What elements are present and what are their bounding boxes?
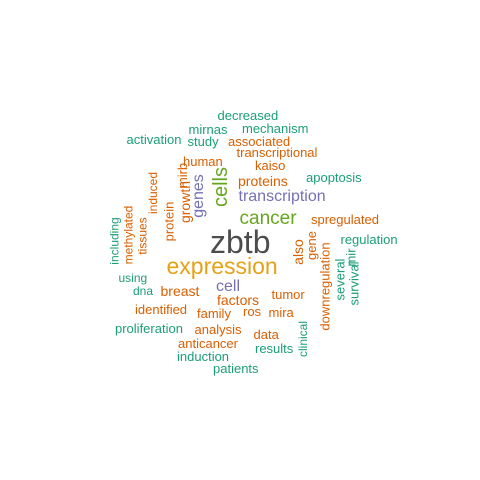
word-proliferation: proliferation bbox=[115, 320, 183, 336]
word-genes: genes bbox=[189, 174, 207, 218]
word-methylated: methylated bbox=[120, 205, 135, 265]
word-associated: associated bbox=[228, 133, 291, 149]
word-apoptosis: apoptosis bbox=[306, 169, 362, 185]
word-induced: induced bbox=[146, 171, 161, 215]
word-cancer: cancer bbox=[239, 207, 297, 229]
word-also: also bbox=[289, 239, 306, 265]
word-using: using bbox=[118, 271, 148, 285]
word-anticancer: anticancer bbox=[178, 335, 238, 351]
word-analysis: analysis bbox=[194, 321, 242, 337]
word-factors: factors bbox=[217, 292, 260, 308]
word-expression: expression bbox=[166, 252, 278, 279]
word-proteins: proteins bbox=[238, 173, 288, 189]
word-data: data bbox=[253, 326, 279, 342]
word-activation: activation bbox=[126, 131, 182, 147]
word-patients: patients bbox=[213, 360, 259, 376]
word-results: results bbox=[255, 340, 294, 356]
word-survival: survival bbox=[346, 260, 362, 306]
word-protein: protein bbox=[161, 201, 177, 241]
word-study: study bbox=[187, 133, 219, 149]
word-identified: identified bbox=[135, 301, 188, 317]
word-mira: mira bbox=[268, 304, 294, 320]
word-transcription: transcription bbox=[238, 188, 326, 205]
word-human: human bbox=[183, 153, 223, 169]
word-downregulation: downregulation bbox=[317, 241, 333, 331]
word-regulation: regulation bbox=[340, 231, 398, 247]
word-mir: mir bbox=[343, 247, 359, 267]
word-dna: dna bbox=[133, 284, 154, 298]
word-spregulated: spregulated bbox=[311, 211, 379, 227]
word-induction: induction bbox=[177, 348, 230, 364]
word-cell: cell bbox=[216, 278, 241, 295]
word-mirnas: mirnas bbox=[188, 121, 228, 137]
word-tissues: tissues bbox=[135, 217, 150, 255]
word-decreased: decreased bbox=[217, 107, 279, 123]
word-family: family bbox=[197, 305, 231, 321]
word-mechanism: mechanism bbox=[242, 120, 309, 136]
word-clinical: clinical bbox=[296, 320, 311, 358]
word-zbtb: zbtb bbox=[210, 224, 271, 260]
word-kaiso: kaiso bbox=[255, 157, 286, 173]
word-transcriptional: transcriptional bbox=[236, 144, 318, 160]
word-including: including bbox=[107, 217, 122, 265]
word-ros: ros bbox=[243, 303, 262, 319]
word-tumor: tumor bbox=[271, 286, 305, 302]
word-cells: cells bbox=[210, 166, 233, 208]
word-gene: gene bbox=[303, 230, 319, 260]
word-breast: breast bbox=[160, 283, 200, 299]
